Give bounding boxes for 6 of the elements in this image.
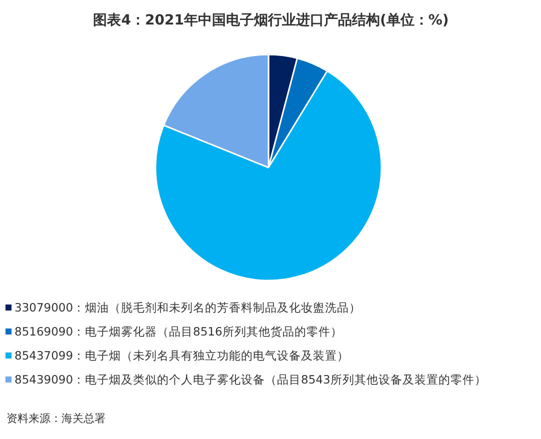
legend-label: 33079000：烟油（脱毛剂和未列名的芳香料制品及化妆盥洗品） (14, 300, 362, 314)
legend-label: 85437099：电子烟（未列名具有独立功能的电气设备及装置） (14, 348, 350, 362)
text: 资料来源：海关总署 (6, 412, 106, 425)
legend-label: 85169090：电子烟雾化器（品目8516所列其他货品的零件） (14, 324, 342, 338)
chart-title: 图表4：2021年中国电子烟行业进口产品结构(单位：%) (93, 12, 449, 28)
legend-label: 85439090：电子烟及类似的个人电子雾化设备（品目8543所列其他设备及装置的零件） (14, 372, 486, 386)
